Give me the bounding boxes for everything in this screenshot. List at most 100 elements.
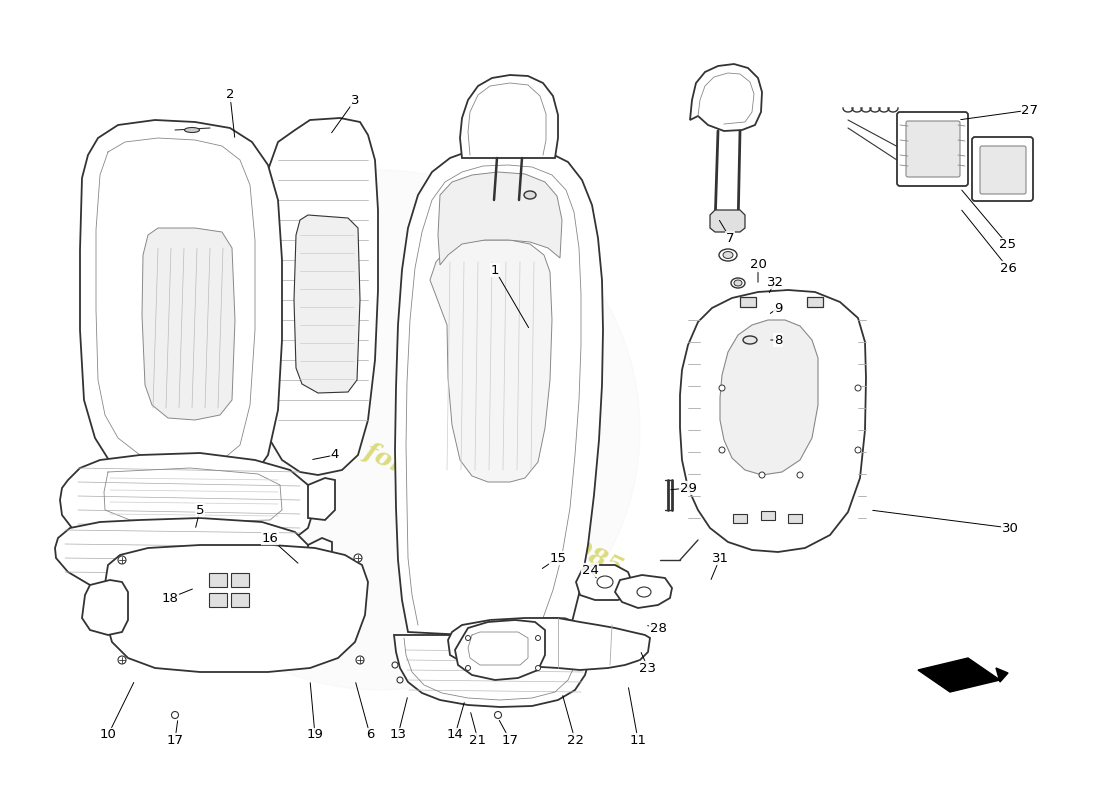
Text: 21: 21 (470, 734, 486, 746)
Circle shape (118, 656, 127, 664)
Text: 30: 30 (1002, 522, 1019, 534)
Polygon shape (55, 518, 312, 595)
Bar (761, 511, 776, 520)
Circle shape (855, 447, 861, 453)
Polygon shape (576, 565, 632, 600)
FancyBboxPatch shape (980, 146, 1026, 194)
Text: 16: 16 (262, 531, 278, 545)
Polygon shape (82, 580, 128, 635)
Ellipse shape (734, 280, 742, 286)
Bar (807, 297, 823, 307)
Ellipse shape (185, 127, 199, 133)
Polygon shape (308, 538, 332, 578)
Bar (209, 573, 227, 587)
Polygon shape (60, 453, 312, 545)
Text: 17: 17 (502, 734, 518, 746)
Text: 14: 14 (447, 729, 463, 742)
Circle shape (798, 472, 803, 478)
FancyBboxPatch shape (896, 112, 968, 186)
Circle shape (354, 554, 362, 562)
Text: 1: 1 (491, 263, 499, 277)
Polygon shape (680, 290, 866, 552)
Ellipse shape (597, 576, 613, 588)
Polygon shape (438, 172, 562, 265)
Text: 29: 29 (680, 482, 696, 494)
Polygon shape (294, 215, 360, 393)
Polygon shape (308, 478, 336, 520)
Polygon shape (535, 618, 580, 643)
Text: 22: 22 (566, 734, 583, 746)
Polygon shape (918, 658, 1000, 692)
Polygon shape (264, 118, 378, 475)
Circle shape (392, 662, 398, 668)
Ellipse shape (637, 587, 651, 597)
Text: 2: 2 (226, 89, 234, 102)
Circle shape (719, 447, 725, 453)
Text: 5: 5 (196, 503, 205, 517)
Text: 4: 4 (331, 449, 339, 462)
Polygon shape (710, 210, 745, 232)
Ellipse shape (723, 251, 733, 258)
Text: 26: 26 (1000, 262, 1016, 274)
Ellipse shape (742, 336, 757, 344)
Polygon shape (142, 228, 235, 420)
Polygon shape (996, 668, 1008, 682)
Polygon shape (448, 618, 650, 670)
Polygon shape (690, 64, 762, 131)
Circle shape (495, 711, 502, 718)
Text: 27: 27 (1022, 103, 1038, 117)
Text: 19: 19 (307, 729, 323, 742)
Circle shape (356, 656, 364, 664)
Text: 20: 20 (749, 258, 767, 271)
Circle shape (118, 556, 127, 564)
Circle shape (719, 385, 725, 391)
FancyBboxPatch shape (906, 121, 960, 177)
Ellipse shape (732, 278, 745, 288)
Ellipse shape (719, 249, 737, 261)
Circle shape (465, 635, 471, 641)
Text: 17: 17 (166, 734, 184, 746)
Bar (231, 593, 249, 607)
Text: 32: 32 (767, 275, 783, 289)
Text: a passion for parts since 1985: a passion for parts since 1985 (234, 380, 626, 580)
Circle shape (465, 666, 471, 670)
Circle shape (172, 711, 178, 718)
Text: 28: 28 (650, 622, 667, 634)
Circle shape (536, 635, 540, 641)
Polygon shape (455, 620, 544, 680)
Text: 6: 6 (366, 729, 374, 742)
Polygon shape (720, 320, 818, 475)
Polygon shape (104, 545, 368, 672)
Polygon shape (460, 75, 558, 158)
Polygon shape (430, 240, 552, 482)
Text: 24: 24 (582, 563, 598, 577)
Text: 3: 3 (351, 94, 360, 106)
Text: 31: 31 (712, 551, 728, 565)
Text: 15: 15 (550, 551, 566, 565)
Circle shape (536, 666, 540, 670)
Polygon shape (80, 120, 282, 494)
Polygon shape (394, 632, 593, 707)
Text: 18: 18 (162, 591, 178, 605)
Bar (740, 297, 756, 307)
Bar (231, 573, 249, 587)
Polygon shape (395, 147, 603, 640)
Text: 8: 8 (773, 334, 782, 346)
FancyBboxPatch shape (972, 137, 1033, 201)
Circle shape (120, 170, 640, 690)
Text: 13: 13 (389, 729, 407, 742)
Polygon shape (615, 575, 672, 608)
Text: 10: 10 (100, 729, 117, 742)
Bar (733, 514, 747, 523)
Circle shape (759, 472, 764, 478)
Ellipse shape (524, 191, 536, 199)
Text: 7: 7 (726, 231, 735, 245)
Text: 9: 9 (773, 302, 782, 314)
Text: 11: 11 (629, 734, 647, 746)
Text: 25: 25 (1000, 238, 1016, 251)
Text: 23: 23 (639, 662, 657, 674)
Bar (788, 514, 802, 523)
Circle shape (855, 385, 861, 391)
Bar (209, 593, 227, 607)
Circle shape (397, 677, 403, 683)
